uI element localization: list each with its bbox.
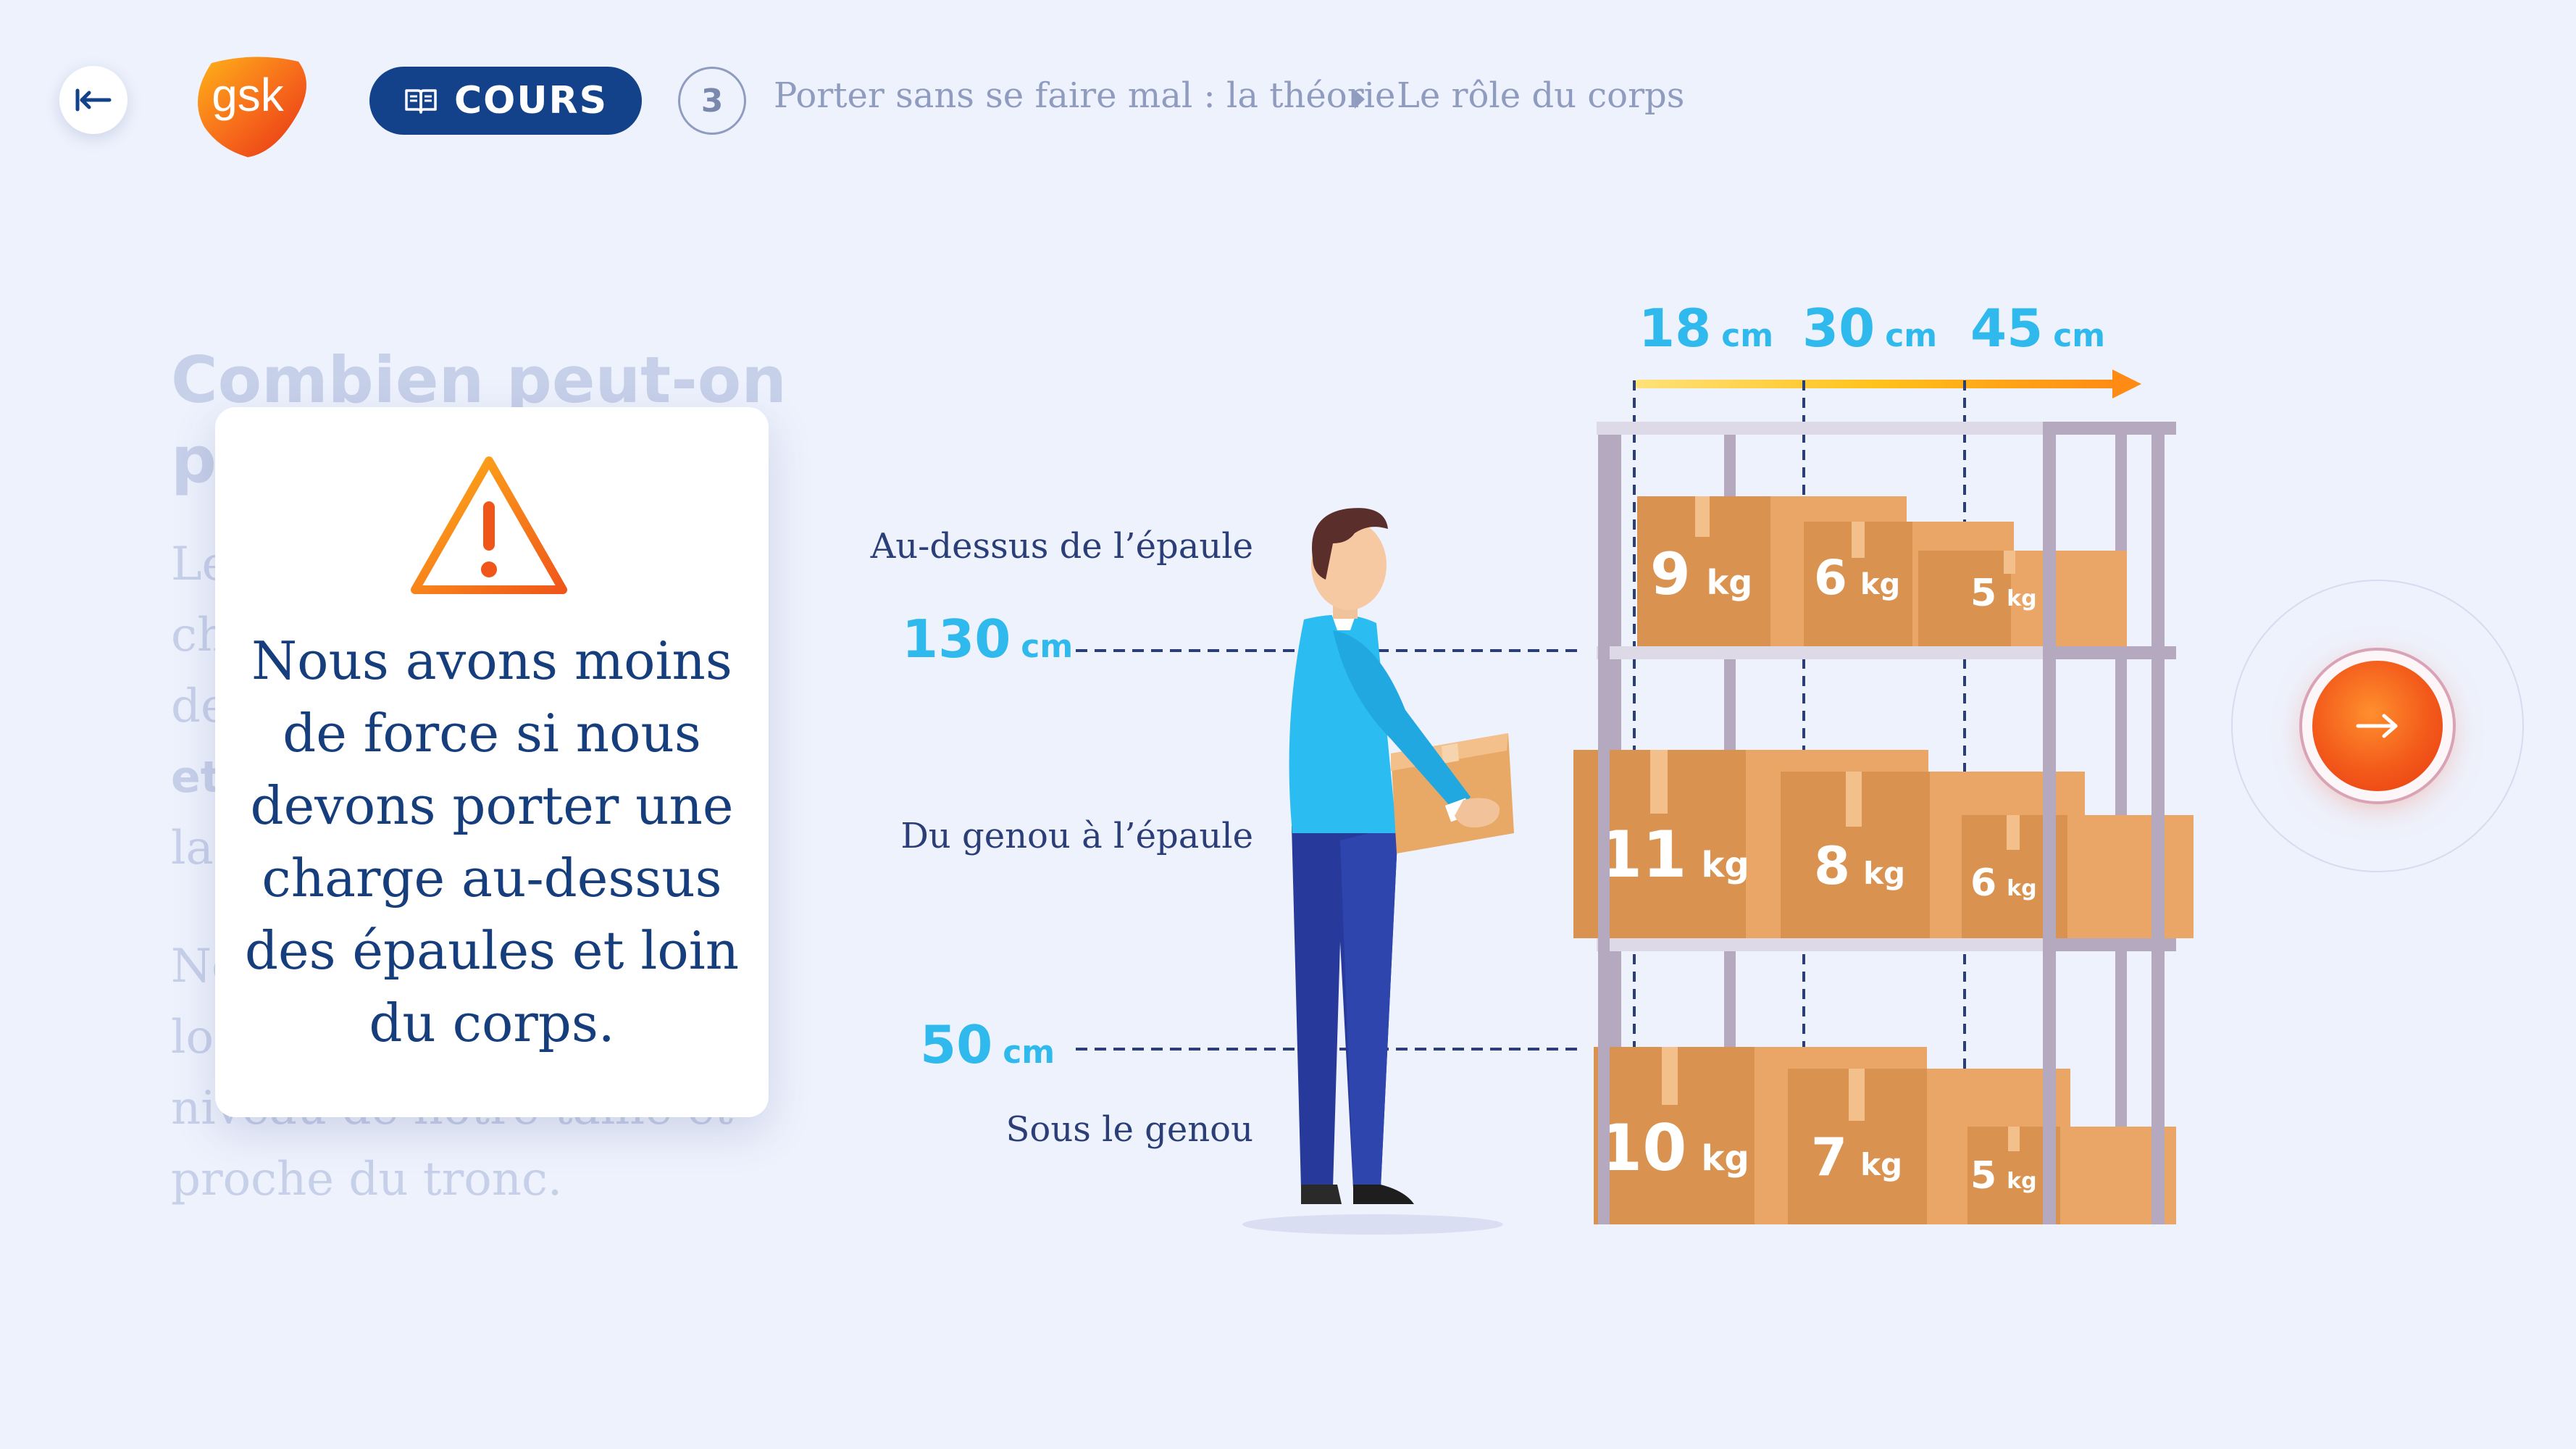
shelf-bottom-boxes: [1594, 1047, 2176, 1224]
height-130: 130 cm: [902, 609, 1073, 669]
weight-bottom-3: 5 kg: [1970, 1154, 2037, 1198]
step-number: 3: [678, 67, 746, 135]
logo-text: gsk: [212, 69, 285, 121]
gsk-logo: gsk: [190, 54, 313, 160]
distance-30: 30 cm: [1802, 298, 1937, 359]
shelf-top-boxes: [1637, 496, 2127, 647]
book-icon: [405, 89, 437, 114]
distance-arrow-head: [2112, 369, 2141, 398]
cours-label: COURS: [453, 79, 609, 122]
zone-label-middle: Du genou à l’épaule: [900, 816, 1253, 856]
weight-top-1: 9 kg: [1650, 540, 1752, 608]
distance-arrow: [1634, 380, 2120, 388]
zone-label-above: Au-dessus de l’épaule: [870, 526, 1253, 567]
height-50: 50 cm: [920, 1014, 1055, 1075]
chevron-right-icon: [1355, 90, 1365, 109]
weight-middle-3: 6 kg: [1970, 861, 2037, 905]
next-arrow-icon: [2356, 714, 2398, 738]
weight-middle-1: 11 kg: [1598, 817, 1749, 892]
section-title: Combien peut-on p: [171, 343, 787, 497]
cours-badge[interactable]: COURS: [369, 67, 642, 135]
back-button[interactable]: [59, 66, 127, 134]
weight-bottom-1: 10 kg: [1598, 1111, 1749, 1185]
weight-top-3: 5 kg: [1970, 572, 2037, 615]
weight-top-2: 6 kg: [1814, 550, 1900, 606]
breadcrumb-item-section: Le rôle du corps: [1397, 75, 1685, 116]
warning-card: Nous avons moins de force si nous devons…: [215, 407, 769, 1117]
lifting-illustration: Au-dessus de l’épaule Du genou à l’épaul…: [870, 298, 2194, 1235]
weight-middle-2: 8 kg: [1814, 835, 1905, 896]
next-button[interactable]: [2312, 661, 2443, 791]
breadcrumb-item-chapter[interactable]: Porter sans se faire mal : la théorie: [774, 75, 1396, 116]
zone-label-below: Sous le genou: [1006, 1109, 1253, 1150]
weight-bottom-2: 7 kg: [1811, 1127, 1902, 1187]
distance-18: 18 cm: [1639, 298, 1773, 359]
shelving-front: [1597, 422, 2176, 1224]
warning-message: Nous avons moins de force si nous devons…: [244, 630, 740, 1053]
shelf-middle-boxes: [1573, 750, 2194, 938]
back-arrow-icon: [75, 88, 112, 112]
distance-45: 45 cm: [1970, 298, 2105, 359]
warning-triangle-icon: [411, 456, 567, 594]
next-button-ring: [2231, 580, 2524, 872]
person-figure: [1242, 508, 1514, 1235]
